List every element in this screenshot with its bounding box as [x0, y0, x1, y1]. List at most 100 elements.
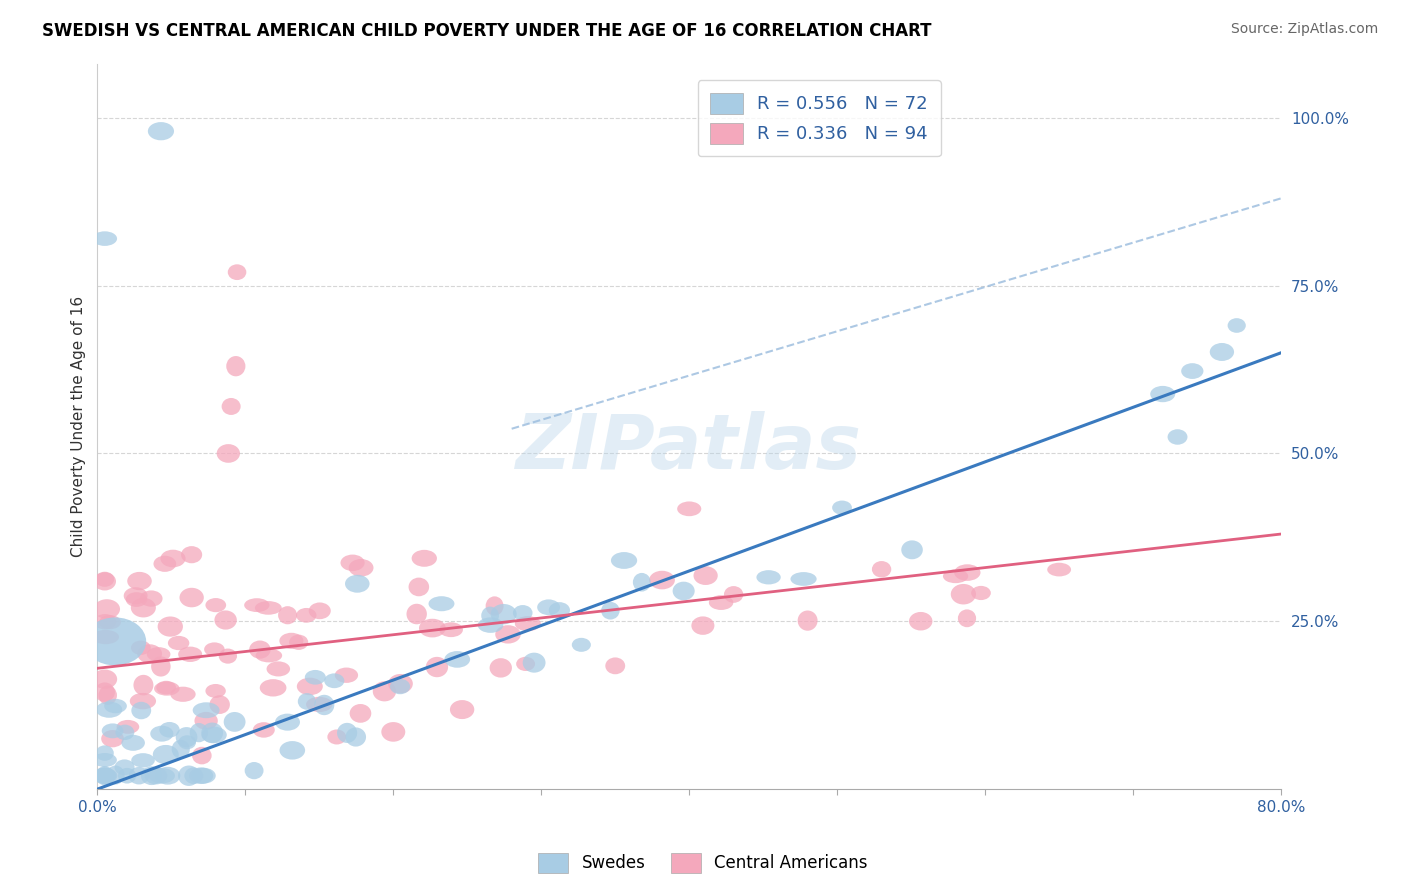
Ellipse shape — [337, 723, 357, 743]
Ellipse shape — [314, 695, 335, 715]
Ellipse shape — [131, 598, 156, 617]
Ellipse shape — [957, 609, 976, 627]
Ellipse shape — [96, 766, 114, 786]
Ellipse shape — [94, 682, 115, 702]
Ellipse shape — [692, 616, 714, 635]
Ellipse shape — [94, 767, 115, 784]
Ellipse shape — [406, 604, 427, 624]
Ellipse shape — [305, 670, 326, 685]
Ellipse shape — [191, 768, 215, 784]
Ellipse shape — [181, 546, 202, 563]
Ellipse shape — [297, 608, 316, 623]
Ellipse shape — [309, 602, 330, 619]
Ellipse shape — [344, 574, 370, 592]
Ellipse shape — [1209, 343, 1234, 361]
Ellipse shape — [943, 569, 969, 583]
Ellipse shape — [114, 759, 135, 775]
Ellipse shape — [489, 658, 512, 678]
Ellipse shape — [170, 687, 195, 702]
Ellipse shape — [832, 500, 852, 515]
Ellipse shape — [1047, 563, 1071, 576]
Text: SWEDISH VS CENTRAL AMERICAN CHILD POVERTY UNDER THE AGE OF 16 CORRELATION CHART: SWEDISH VS CENTRAL AMERICAN CHILD POVERT… — [42, 22, 932, 40]
Ellipse shape — [117, 720, 139, 734]
Ellipse shape — [481, 607, 499, 624]
Ellipse shape — [94, 614, 117, 630]
Ellipse shape — [125, 592, 148, 607]
Ellipse shape — [96, 572, 114, 587]
Ellipse shape — [724, 586, 744, 603]
Ellipse shape — [134, 675, 153, 696]
Ellipse shape — [219, 648, 238, 664]
Ellipse shape — [129, 693, 156, 709]
Ellipse shape — [491, 604, 516, 624]
Ellipse shape — [194, 712, 218, 730]
Ellipse shape — [98, 686, 117, 705]
Ellipse shape — [298, 693, 316, 710]
Ellipse shape — [115, 724, 135, 740]
Ellipse shape — [159, 722, 180, 738]
Ellipse shape — [101, 723, 124, 739]
Ellipse shape — [128, 767, 149, 784]
Ellipse shape — [537, 599, 560, 615]
Ellipse shape — [756, 570, 780, 584]
Ellipse shape — [1167, 429, 1188, 445]
Legend: Swedes, Central Americans: Swedes, Central Americans — [531, 847, 875, 880]
Ellipse shape — [204, 642, 225, 657]
Ellipse shape — [146, 647, 170, 662]
Ellipse shape — [131, 753, 155, 767]
Ellipse shape — [672, 582, 695, 600]
Ellipse shape — [131, 702, 152, 719]
Ellipse shape — [972, 586, 991, 600]
Ellipse shape — [872, 561, 891, 577]
Ellipse shape — [93, 630, 120, 644]
Ellipse shape — [280, 741, 305, 760]
Ellipse shape — [260, 679, 287, 697]
Ellipse shape — [245, 762, 263, 780]
Ellipse shape — [150, 726, 173, 741]
Ellipse shape — [172, 739, 190, 759]
Ellipse shape — [148, 122, 174, 140]
Ellipse shape — [797, 610, 817, 631]
Ellipse shape — [346, 728, 366, 747]
Ellipse shape — [93, 231, 117, 246]
Ellipse shape — [325, 673, 344, 689]
Ellipse shape — [156, 681, 176, 695]
Ellipse shape — [101, 730, 124, 747]
Ellipse shape — [253, 723, 274, 738]
Ellipse shape — [93, 767, 117, 784]
Ellipse shape — [256, 648, 283, 663]
Ellipse shape — [176, 727, 197, 747]
Ellipse shape — [606, 657, 626, 674]
Ellipse shape — [214, 610, 236, 630]
Ellipse shape — [478, 617, 503, 632]
Ellipse shape — [1181, 363, 1204, 379]
Ellipse shape — [412, 549, 437, 566]
Ellipse shape — [157, 616, 183, 637]
Ellipse shape — [1227, 318, 1246, 333]
Ellipse shape — [709, 595, 734, 610]
Ellipse shape — [267, 661, 290, 676]
Ellipse shape — [160, 549, 186, 567]
Ellipse shape — [93, 573, 117, 591]
Ellipse shape — [121, 735, 145, 751]
Ellipse shape — [145, 767, 167, 784]
Ellipse shape — [127, 572, 152, 591]
Ellipse shape — [280, 632, 304, 648]
Ellipse shape — [118, 768, 136, 783]
Ellipse shape — [93, 768, 117, 783]
Y-axis label: Child Poverty Under the Age of 16: Child Poverty Under the Age of 16 — [72, 296, 86, 558]
Ellipse shape — [224, 712, 246, 731]
Ellipse shape — [515, 616, 541, 632]
Text: Source: ZipAtlas.com: Source: ZipAtlas.com — [1230, 22, 1378, 37]
Ellipse shape — [548, 602, 569, 618]
Ellipse shape — [205, 684, 226, 698]
Ellipse shape — [222, 398, 240, 415]
Ellipse shape — [790, 572, 817, 586]
Ellipse shape — [297, 678, 323, 695]
Ellipse shape — [335, 667, 359, 683]
Ellipse shape — [141, 766, 162, 785]
Ellipse shape — [217, 444, 240, 463]
Ellipse shape — [155, 767, 180, 785]
Ellipse shape — [179, 647, 202, 662]
Ellipse shape — [678, 501, 702, 516]
